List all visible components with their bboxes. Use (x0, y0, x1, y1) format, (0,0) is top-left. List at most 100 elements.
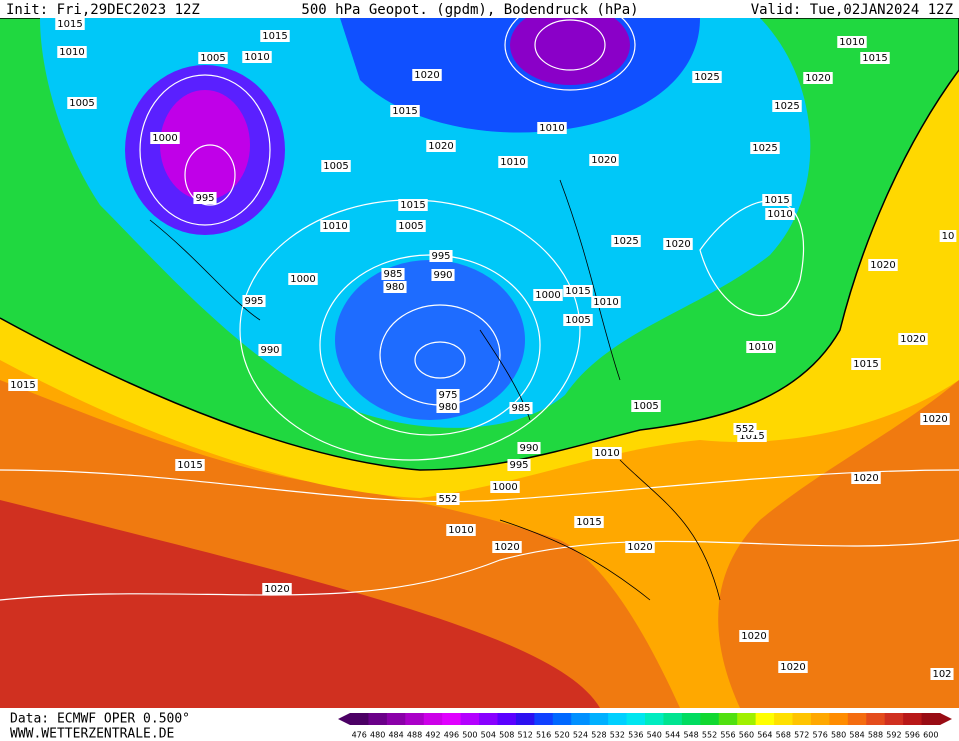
isobar-value: 1020 (741, 631, 766, 642)
colorbar-swatch (774, 713, 793, 725)
colorbar-swatch (755, 713, 775, 725)
colorbar-swatch (829, 713, 849, 725)
label-box (320, 220, 350, 232)
isobar-label: 980 (436, 401, 460, 413)
isobar-label: 985 (381, 268, 405, 280)
colorbar-label: 512 (518, 731, 533, 740)
colorbar-swatch (626, 713, 646, 725)
colorbar-swatch (737, 713, 757, 725)
isobar-value: 1005 (200, 53, 225, 64)
isobar-value: 1000 (492, 482, 517, 493)
isobar-value: 1015 (10, 380, 35, 391)
isobar-label: 1015 (8, 379, 38, 391)
isobar-value: 1015 (262, 31, 287, 42)
isobar-value: 995 (244, 296, 263, 307)
isobar-value: 1010 (448, 525, 473, 536)
label-box (860, 52, 890, 64)
colorbar-label: 520 (554, 731, 569, 740)
colorbar: 476 480 484 488 492 496 500 504 508 512 516 520 524 5… (338, 713, 952, 740)
colorbar-label: 524 (573, 731, 588, 740)
isobar-value: 1020 (922, 414, 947, 425)
isobar-label: 1000 (288, 273, 318, 285)
label-box (492, 541, 522, 553)
isobar-label: 975 (436, 389, 460, 401)
isobar-value: 1010 (748, 342, 773, 353)
isobar-value: 1010 (839, 37, 864, 48)
label-box (436, 493, 460, 505)
isobar-label: 1020 (262, 583, 292, 595)
colorbar-label: 480 (370, 731, 385, 740)
label-box (429, 250, 453, 262)
colorbar-swatch (866, 713, 886, 725)
isobar-label: 1015 (762, 194, 792, 206)
label-box (765, 208, 795, 220)
isobar-value: 990 (519, 443, 538, 454)
isobar-label: 1000 (150, 132, 180, 144)
isobar-value: 1020 (870, 260, 895, 271)
colorbar-swatch (847, 713, 867, 725)
isobar-value: 1025 (694, 72, 719, 83)
isobar-label: 990 (258, 344, 282, 356)
map-field (0, 5, 959, 708)
label-box (383, 281, 407, 293)
colorbar-label: 584 (849, 731, 864, 740)
colorbar-swatch (645, 713, 664, 725)
label-box (150, 132, 180, 144)
isobar (699, 200, 805, 317)
colorbar-label: 540 (647, 731, 662, 740)
label-box (930, 668, 954, 680)
colorbar-swatch (792, 713, 812, 725)
label-box (260, 30, 290, 42)
colorbar-swatch (810, 713, 830, 725)
label-box (381, 268, 405, 280)
colorbar-label: 592 (886, 731, 901, 740)
colorbar-label: 484 (388, 731, 403, 740)
colorbar-label: 564 (757, 731, 772, 740)
colorbar-swatch (700, 713, 720, 725)
colorbar-label: 504 (481, 731, 496, 740)
isobar-value: 1020 (780, 662, 805, 673)
isobar-label: 995 (429, 250, 453, 262)
isobar-label: 1020 (920, 413, 950, 425)
label-box (67, 97, 97, 109)
label-box (396, 220, 426, 232)
isobar-label: 1010 (765, 208, 795, 220)
isobar-label: 995 (242, 295, 266, 307)
colorbar-label: 516 (536, 731, 551, 740)
colorbar-swatch (608, 713, 628, 725)
init-time: Init: Fri,29DEC2023 12Z (6, 2, 200, 18)
isobar-value: 975 (438, 390, 457, 401)
label-box (611, 235, 641, 247)
isobar-value: 980 (438, 402, 457, 413)
label-box (920, 413, 950, 425)
isobar-value: 1010 (244, 52, 269, 63)
label-box (390, 105, 420, 117)
isobar-value: 1020 (665, 239, 690, 250)
label-box (490, 481, 520, 493)
colorbar-label: 580 (831, 731, 846, 740)
label-box (193, 192, 217, 204)
colorbar-swatch (921, 713, 941, 725)
isobar-label: 1010 (537, 122, 567, 134)
isobar-value: 1015 (862, 53, 887, 64)
label-box (868, 259, 898, 271)
colorbar-end (338, 713, 350, 725)
label-box (288, 273, 318, 285)
label-box (398, 199, 428, 211)
isobar-label: 1020 (898, 333, 928, 345)
isobar-label: 1020 (412, 69, 442, 81)
isobar-label: 552 (733, 423, 757, 435)
isobar-label: 1010 (57, 46, 87, 58)
label-box (412, 69, 442, 81)
isobar-label: 980 (383, 281, 407, 293)
isobar-value: 1020 (414, 70, 439, 81)
isobar-value: 102 (932, 669, 951, 680)
label-box (242, 295, 266, 307)
label-box (803, 72, 833, 84)
colorbar-label: 576 (813, 731, 828, 740)
isobar-value: 1015 (853, 359, 878, 370)
label-box (851, 472, 881, 484)
colorbar-swatch (386, 713, 406, 725)
isobar-value: 1015 (177, 460, 202, 471)
isobar-value: 1020 (264, 584, 289, 595)
